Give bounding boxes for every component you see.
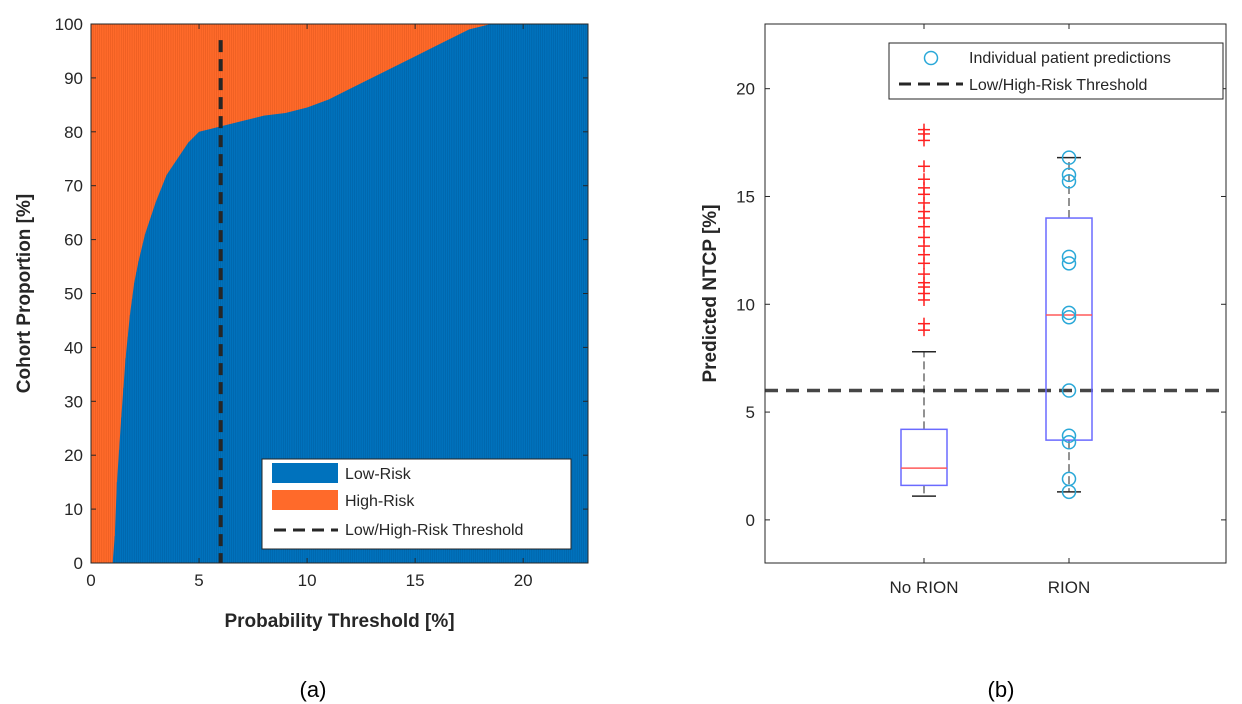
panel-a-legend: Low-Risk High-Risk Low/High-Risk Thresho… [261, 458, 572, 550]
y-tick-label: 100 [55, 15, 83, 34]
legend-swatch-low-risk [272, 463, 338, 483]
panel-b-boxplots [900, 123, 1093, 500]
panel-a-y-ticks: 0 10 20 30 40 50 60 70 80 90 100 [55, 15, 588, 573]
y-tick-label: 90 [64, 69, 83, 88]
patient-prediction-point [1061, 309, 1077, 325]
legend-swatch-patient-predictions [923, 50, 939, 66]
iqr-box [900, 428, 948, 487]
x-tick-label: 0 [86, 571, 95, 590]
y-tick-label: 5 [746, 403, 755, 422]
y-tick-label: 70 [64, 177, 83, 196]
legend-label-patient-predictions: Individual patient predictions [969, 50, 1171, 67]
x-tick-label: RION [1048, 578, 1091, 597]
boxplot-rion [1045, 150, 1093, 500]
panel-a-y-axis-label: Cohort Proportion [%] [14, 194, 35, 393]
x-tick-label: 20 [514, 571, 533, 590]
legend-label-high-risk: High-Risk [345, 493, 415, 510]
y-tick-label: 30 [64, 392, 83, 411]
legend-label-low-risk: Low-Risk [345, 466, 412, 483]
y-tick-label: 0 [746, 511, 755, 530]
panel-a-x-ticks: 0 5 10 15 20 [86, 24, 533, 590]
y-tick-label: 60 [64, 231, 83, 250]
patient-prediction-point [1061, 256, 1077, 271]
patient-prediction-point [1061, 150, 1077, 165]
iqr-box [1045, 217, 1093, 441]
panel-a-x-axis-label: Probability Threshold [%] [224, 611, 454, 632]
y-tick-label: 80 [64, 123, 83, 142]
y-tick-label: 10 [64, 500, 83, 519]
legend-label-threshold: Low/High-Risk Threshold [345, 522, 523, 539]
y-tick-label: 15 [736, 187, 755, 206]
legend-label-threshold: Low/High-Risk Threshold [969, 77, 1147, 94]
y-tick-label: 0 [74, 554, 83, 573]
patient-prediction-point [1061, 305, 1077, 321]
patient-prediction-point [1061, 435, 1077, 450]
y-tick-label: 10 [736, 295, 755, 314]
x-tick-label: No RION [890, 578, 959, 597]
panel-b-y-axis-label: Predicted NTCP [%] [700, 204, 721, 382]
y-tick-label: 20 [64, 446, 83, 465]
patient-prediction-point [1061, 471, 1077, 487]
y-tick-label: 20 [736, 80, 755, 99]
legend-swatch-high-risk [272, 490, 338, 510]
y-tick-label: 50 [64, 285, 83, 304]
patient-prediction-point [1061, 249, 1077, 265]
patient-prediction-point [1061, 167, 1077, 183]
panel-a: 0 5 10 15 20 0 10 20 30 40 50 60 70 80 90 100 Probabil… [14, 15, 589, 702]
panel-b-y-ticks: 0 5 10 15 20 [736, 80, 1226, 530]
panel-b-label: (b) [988, 677, 1015, 702]
x-tick-label: 5 [194, 571, 203, 590]
panel-b-legend: Individual patient predictions Low/High-… [888, 42, 1224, 100]
patient-prediction-point [1061, 383, 1077, 398]
x-tick-label: 10 [298, 571, 317, 590]
boxplot-no-rion [900, 123, 948, 497]
x-tick-label: 15 [406, 571, 425, 590]
panel-b-x-ticks: No RION RION [890, 24, 1091, 597]
y-tick-label: 40 [64, 338, 83, 357]
panel-a-label: (a) [300, 677, 327, 702]
patient-prediction-point [1061, 174, 1077, 189]
panel-b-axes-frame [764, 23, 1227, 564]
patient-prediction-point [1061, 428, 1077, 444]
panel-b-legend-box [888, 42, 1224, 100]
